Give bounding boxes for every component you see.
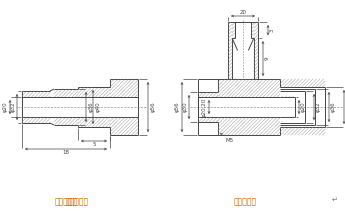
Text: φ56: φ56 bbox=[175, 102, 179, 112]
Text: （）改进前: （）改进前 bbox=[55, 198, 78, 207]
Text: （）改进后: （）改进后 bbox=[234, 198, 257, 207]
Text: M5: M5 bbox=[220, 134, 234, 144]
Text: φ56: φ56 bbox=[150, 102, 156, 112]
Text: 5: 5 bbox=[92, 143, 96, 147]
Text: φ36: φ36 bbox=[89, 102, 93, 112]
Text: φ20: φ20 bbox=[2, 102, 8, 112]
Text: ↵: ↵ bbox=[332, 197, 338, 203]
Text: 20: 20 bbox=[239, 9, 246, 15]
Text: （）改进前: （）改进前 bbox=[66, 198, 89, 207]
Text: φ32: φ32 bbox=[315, 102, 321, 112]
Text: φ20,20: φ20,20 bbox=[201, 97, 207, 117]
Text: φ36: φ36 bbox=[331, 102, 335, 112]
Text: 3: 3 bbox=[269, 28, 275, 32]
Text: φ30: φ30 bbox=[183, 102, 187, 112]
Text: 9: 9 bbox=[265, 57, 269, 60]
Text: 18: 18 bbox=[62, 150, 69, 156]
Text: φ40: φ40 bbox=[96, 102, 100, 112]
Text: φ32: φ32 bbox=[10, 102, 16, 112]
Text: φ20: φ20 bbox=[300, 102, 306, 112]
